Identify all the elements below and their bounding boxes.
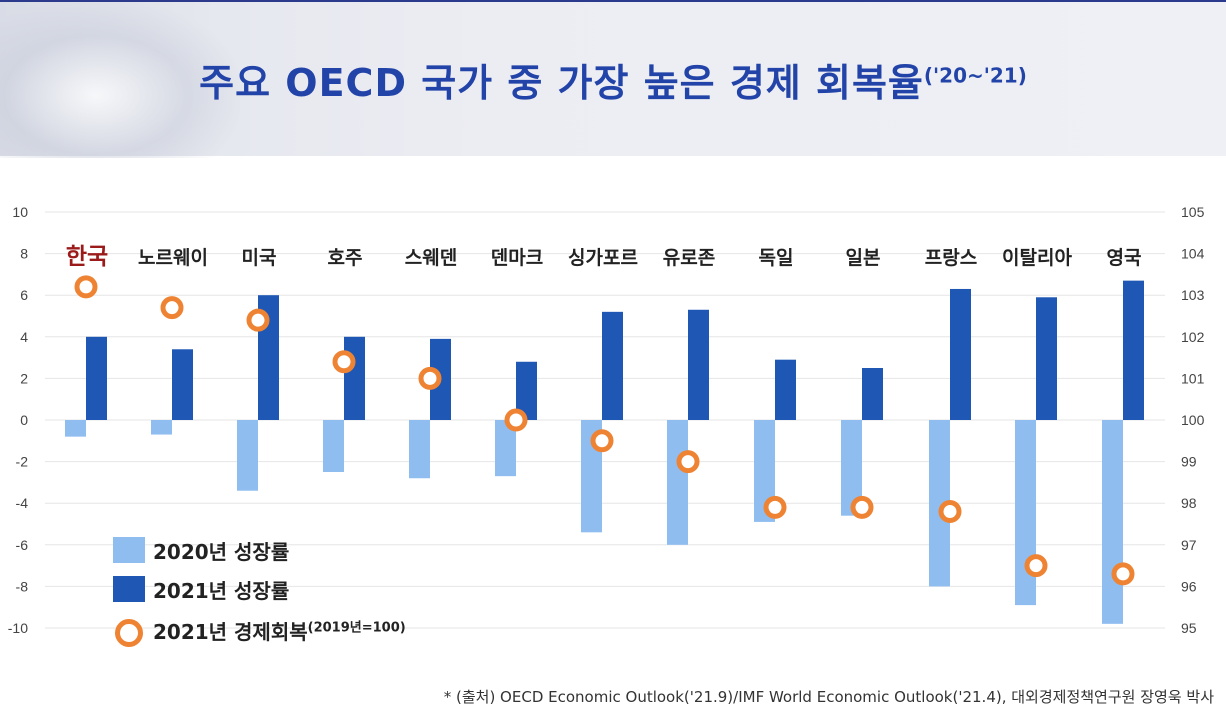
right-tick-label: 95 [1181,620,1197,636]
title-main: 주요 OECD 국가 중 가장 높은 경제 회복율 [199,61,924,105]
recovery-marker-8 [763,495,787,519]
bar-2020-5 [495,420,516,477]
left-tick-label: 4 [20,329,28,345]
chart-area: 10 8 6 4 2 0 -2 -4 -6 -8 -10 105 104 103 102 101 100 99 98… [0,156,1226,676]
bar-2021-3 [344,336,365,420]
right-tick-label: 103 [1181,287,1205,303]
recovery-marker-3 [332,350,356,374]
recovery-marker-4 [418,366,442,390]
bar-2021-8 [775,359,796,420]
right-tick-label: 101 [1181,370,1205,386]
left-tick-label: 10 [12,204,28,220]
category-label-7: 유로존 [663,247,715,269]
category-label-5: 덴마크 [491,247,543,269]
page-title: 주요 OECD 국가 중 가장 높은 경제 회복율('20~'21) [0,52,1226,107]
header-decoration [0,2,240,158]
right-tick-label: 102 [1181,329,1205,345]
legend-label-recovery: 2021년 경제회복(2019년=100) [153,616,406,645]
recovery-marker-11 [1024,554,1048,578]
left-tick-label: -8 [16,578,29,594]
bar-2021-6 [602,311,623,420]
bar-2020-1 [151,420,172,435]
bar-2021-11 [1036,297,1057,420]
bar-2020-9 [841,420,862,516]
category-label-3: 호주 [328,247,363,269]
right-tick-label: 105 [1181,204,1205,220]
left-tick-label: -4 [16,495,29,511]
recovery-marker-12 [1111,562,1135,586]
recovery-marker-0 [74,275,98,299]
left-tick-label: 6 [20,287,28,303]
bar-2021-7 [688,309,709,420]
legend-swatch-2020 [113,537,145,563]
category-label-8: 독일 [759,247,794,269]
right-tick-label: 96 [1181,578,1197,594]
left-tick-label: 2 [20,370,28,386]
recovery-marker-6 [590,429,614,453]
recovery-marker-7 [676,450,700,474]
category-label-9: 일본 [846,247,881,269]
bar-2021-9 [862,368,883,420]
bar-2021-0 [86,336,107,420]
bar-2020-11 [1015,420,1036,606]
bar-2020-12 [1102,420,1123,624]
bar-2021-5 [516,361,537,420]
left-tick-label: -10 [8,620,28,636]
category-label-6: 싱가포르 [568,247,638,269]
right-tick-label: 100 [1181,412,1205,428]
left-tick-label: 8 [20,246,28,262]
category-label-12: 영국 [1107,247,1142,269]
category-label-11: 이탈리아 [1002,247,1072,269]
category-label-4: 스웨덴 [405,247,457,269]
bar-2020-3 [323,420,344,472]
legend-label-2021: 2021년 성장률 [153,579,290,603]
legend-recovery-text: 2021년 경제회복 [153,620,308,644]
recovery-marker-9 [850,495,874,519]
category-label-2: 미국 [242,247,277,269]
bar-2021-1 [172,349,193,420]
recovery-marker-2 [246,308,270,332]
category-label-1: 노르웨이 [138,247,208,269]
right-tick-label: 99 [1181,454,1197,470]
legend-swatch-2021 [113,576,145,602]
recovery-marker-5 [504,408,528,432]
legend-marker-recovery [115,619,143,647]
source-note: * (출처) OECD Economic Outlook('21.9)/IMF … [443,688,1214,706]
right-tick-label: 98 [1181,495,1197,511]
bar-2020-2 [237,420,258,491]
category-label-10: 프랑스 [925,247,977,269]
bar-2020-4 [409,420,430,479]
recovery-marker-10 [938,500,962,524]
bar-2021-12 [1123,280,1144,420]
bar-2021-10 [950,288,971,420]
legend-label-2020: 2020년 성장률 [153,540,290,564]
category-label-0: 한국 [66,244,108,270]
header-banner [0,0,1226,158]
title-period: ('20~'21) [923,63,1027,88]
bar-2020-0 [65,420,86,437]
legend-recovery-note: (2019년=100) [307,620,406,636]
right-tick-label: 97 [1181,537,1197,553]
bar-2020-10 [929,420,950,587]
chart-svg: 10 8 6 4 2 0 -2 -4 -6 -8 -10 105 104 103 102 101 100 99 98… [8,204,1205,636]
left-tick-label: 0 [20,412,28,428]
recovery-marker-1 [160,296,184,320]
left-tick-label: -6 [16,537,29,553]
right-tick-label: 104 [1181,246,1205,262]
bar-2020-7 [667,420,688,545]
left-tick-label: -2 [16,454,29,470]
bar-2020-8 [754,420,775,522]
